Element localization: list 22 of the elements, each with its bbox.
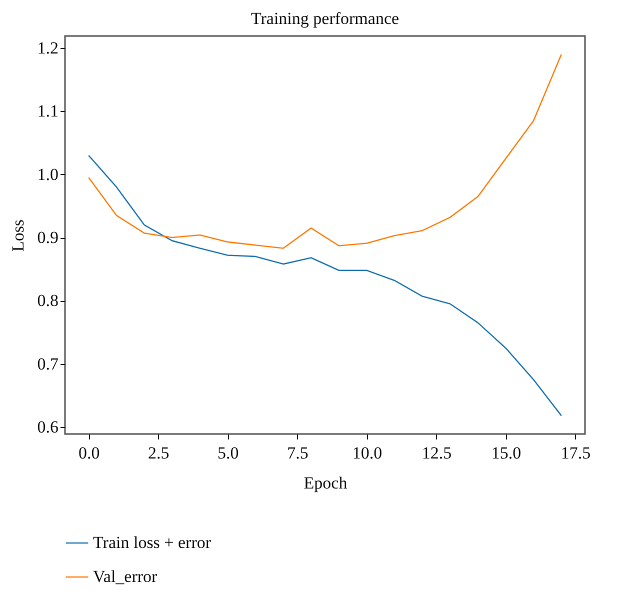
y-tick-label: 0.9 [37, 228, 58, 248]
x-tick-label: 15.0 [491, 444, 522, 462]
line-series [88, 154, 562, 416]
x-tick-label: 17.5 [560, 444, 591, 462]
y-tick-label: 0.6 [37, 418, 58, 437]
x-tick-label: 12.5 [422, 444, 452, 462]
y-tick-label: 0.8 [37, 291, 58, 310]
x-tick-label: 7.5 [287, 444, 308, 462]
x-tick-label: 2.5 [148, 444, 170, 462]
y-tick-label: 1.2 [37, 38, 58, 58]
legend-label: Val_error [93, 567, 158, 586]
y-axis-title: Loss [8, 219, 28, 252]
line-series [88, 54, 562, 249]
chart-title: Training performance [250, 9, 400, 28]
x-tick-label: 0.0 [78, 444, 100, 462]
legend-label: Train loss + error [93, 533, 212, 552]
y-tick-label: 0.7 [37, 354, 59, 374]
y-tick-label: 1.1 [37, 102, 58, 121]
x-tick-label: 5.0 [218, 444, 239, 462]
y-tick-label: 1.0 [37, 164, 58, 184]
x-axis-title: Epoch [304, 474, 348, 492]
x-tick-label: 10.0 [352, 444, 382, 462]
